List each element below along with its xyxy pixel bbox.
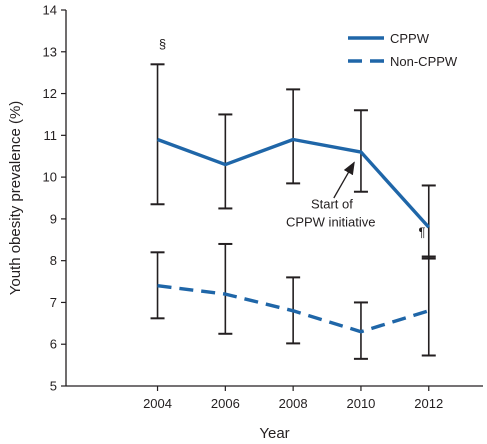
x-axis-title: Year [259,425,289,442]
series-2-line [157,284,430,334]
x-tick-label-2012: 2012 [414,396,443,411]
y-tick-label-8: 8 [50,253,57,268]
x-tick-label-2004: 2004 [143,396,172,411]
y-tick-label-13: 13 [43,44,57,59]
y-axis-title: Youth obesity prevalence (%) [7,101,24,296]
annotation-text-line-1: Start of [311,196,353,211]
annotation-pilcrow-mark: ¶ [418,224,425,239]
legend-label-1: CPPW [390,31,430,46]
x-tick-label-2010: 2010 [346,396,375,411]
y-tick-label-14: 14 [43,3,57,18]
x-tick-label-2008: 2008 [279,396,308,411]
y-tick-label-10: 10 [43,170,57,185]
series-1-line [156,137,431,229]
annotation-text-line-2: CPPW initiative [286,214,376,229]
annotation-arrow [333,161,355,199]
y-tick-label-12: 12 [43,86,57,101]
y-tick-label-6: 6 [50,337,57,352]
legend-label-2: Non-CPPW [390,54,458,69]
y-tick-label-7: 7 [50,295,57,310]
y-tick-label-5: 5 [50,379,57,394]
y-tick-label-9: 9 [50,211,57,226]
x-tick-label-2006: 2006 [211,396,240,411]
annotation-section-mark: § [159,36,166,51]
y-tick-label-11: 11 [44,128,58,143]
